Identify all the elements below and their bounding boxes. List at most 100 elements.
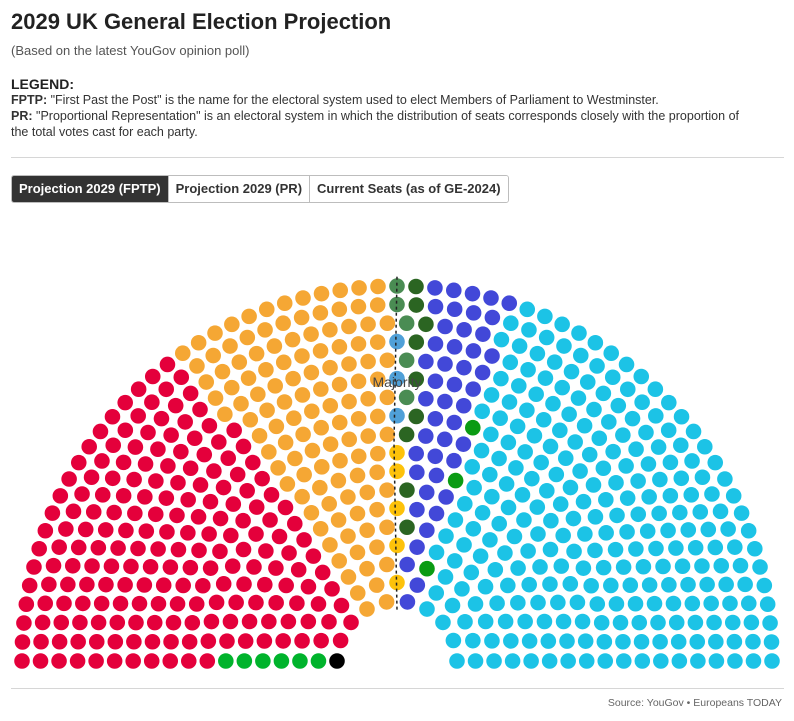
seat (369, 408, 386, 425)
seat (64, 558, 81, 574)
seat (466, 479, 482, 496)
seat (652, 633, 668, 650)
seat (34, 614, 51, 631)
seat (727, 653, 743, 669)
legend-heading: LEGEND: (11, 76, 74, 92)
seat (586, 401, 602, 418)
seat (740, 522, 757, 539)
seat (609, 507, 625, 524)
seat (727, 539, 743, 555)
seat (619, 524, 635, 540)
seat (435, 614, 451, 631)
tab-projection-fptp[interactable]: Projection 2029 (FPTP) (12, 176, 168, 202)
seat (294, 633, 310, 649)
seat (277, 434, 294, 451)
seat (159, 356, 176, 373)
seat (379, 482, 395, 498)
seat (199, 653, 216, 669)
seat (661, 394, 677, 411)
seat (261, 613, 277, 630)
seat (508, 460, 524, 476)
seat (418, 353, 434, 370)
seat (446, 339, 463, 355)
seat (142, 558, 159, 575)
legend-pr-term: PR: (11, 109, 33, 123)
seat (202, 560, 219, 576)
seat (502, 354, 519, 371)
seat (747, 540, 763, 557)
seat (137, 489, 153, 505)
seat (650, 439, 667, 455)
seat (517, 444, 533, 460)
seat (572, 463, 588, 479)
seat (279, 476, 296, 492)
legend-fptp: FPTP: "First Past the Post" is the name … (11, 92, 751, 108)
seat (516, 512, 532, 528)
seat (604, 369, 621, 385)
seat (668, 540, 684, 556)
seat (455, 397, 472, 414)
seat (143, 653, 160, 669)
seat (560, 653, 576, 669)
seat (724, 614, 741, 631)
seat (112, 595, 129, 612)
seat (277, 499, 294, 516)
seat (208, 594, 225, 611)
seat (92, 423, 109, 440)
seat (447, 472, 464, 489)
seat (130, 540, 146, 557)
seat (72, 614, 88, 631)
seat (689, 633, 706, 650)
seat (523, 653, 539, 669)
seat (169, 507, 185, 524)
seat (530, 526, 546, 542)
chart-title: 2029 UK General Election Projection (11, 9, 392, 34)
seat (517, 613, 533, 630)
seat (126, 471, 142, 488)
seat (484, 348, 500, 364)
seat (707, 454, 724, 471)
seat (597, 653, 614, 669)
seat (314, 459, 330, 475)
seat (615, 427, 631, 443)
seat (236, 576, 252, 592)
seat (694, 469, 711, 485)
seat (575, 493, 592, 510)
seat (595, 559, 612, 576)
seat (278, 577, 294, 594)
seat (521, 576, 537, 593)
seat (106, 504, 122, 521)
seat (286, 410, 302, 426)
seat (105, 437, 121, 454)
seat (489, 595, 505, 611)
seat (585, 477, 602, 493)
seat (81, 438, 97, 455)
seat (537, 308, 553, 325)
legend-pr-text: "Proportional Representation" is an elec… (11, 109, 739, 139)
seat (167, 397, 184, 414)
tab-projection-pr[interactable]: Projection 2029 (PR) (167, 176, 310, 202)
seat (595, 460, 612, 477)
seat (90, 614, 107, 631)
seat (296, 532, 312, 548)
view-tabs: Projection 2029 (FPTP) Projection 2029 (… (11, 175, 509, 203)
seat (708, 653, 725, 669)
seat (483, 426, 499, 443)
seat (546, 354, 563, 370)
seat (408, 445, 424, 462)
seat (212, 543, 228, 560)
seat (603, 577, 619, 594)
seat (398, 315, 415, 331)
tab-current-seats[interactable]: Current Seats (as of GE-2024) (309, 176, 508, 202)
seat (293, 309, 310, 326)
seat (255, 653, 271, 669)
seat (610, 397, 627, 414)
seat (258, 301, 275, 318)
seat (58, 521, 74, 537)
seat (16, 615, 32, 631)
seat (578, 653, 595, 669)
seat (130, 408, 146, 424)
seat (615, 653, 632, 669)
seat (700, 521, 717, 538)
seat (697, 438, 713, 455)
